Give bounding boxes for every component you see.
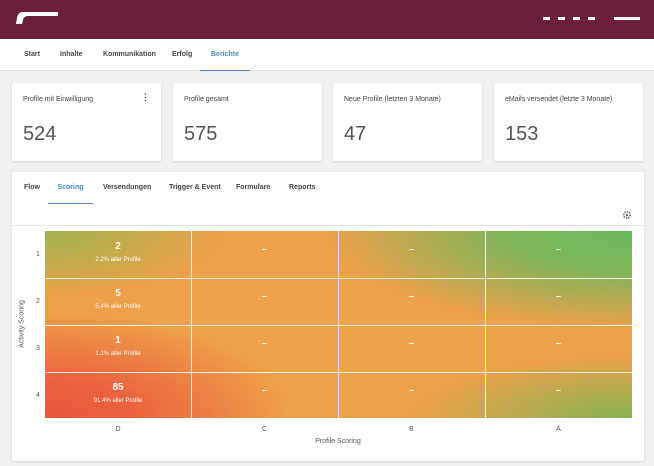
heatmap-cell-empty: – bbox=[555, 338, 561, 348]
heatmap-gridline bbox=[191, 231, 192, 418]
heatmap-cell-3-b[interactable]: – bbox=[338, 325, 485, 372]
tab-flow[interactable]: Flow bbox=[24, 184, 40, 191]
heatmap-cell-empty: – bbox=[408, 291, 414, 301]
report-tabs: Flow Scoring Versendungen Trigger & Even… bbox=[12, 172, 644, 204]
heatmap-cell-3-a[interactable]: – bbox=[485, 325, 632, 372]
kpi-value: 153 bbox=[505, 123, 539, 145]
tab-formulare[interactable]: Formulare bbox=[236, 184, 271, 191]
kpi-label: Profile gesamt bbox=[184, 96, 229, 103]
nav-inhalte[interactable]: Inhalte bbox=[60, 51, 83, 58]
header-dash-4 bbox=[588, 17, 595, 20]
heatmap-cell-percentage: 5.4% aller Profile bbox=[95, 304, 141, 310]
heatmap-cell-empty: – bbox=[261, 385, 267, 395]
tab-versendungen[interactable]: Versendungen bbox=[103, 184, 152, 191]
x-tick-label: B bbox=[409, 426, 414, 433]
nav-start[interactable]: Start bbox=[24, 51, 40, 58]
heatmap-cell-1-d[interactable]: 2 2.2% aller Profile bbox=[45, 231, 191, 278]
x-tick-label: D bbox=[115, 426, 121, 433]
y-axis-label: Activity Scoring bbox=[18, 300, 26, 348]
heatmap-cell-count: 2 bbox=[115, 241, 121, 252]
x-tick-label: A bbox=[556, 426, 561, 433]
heatmap-cell-empty: – bbox=[408, 338, 414, 348]
header-dash-2 bbox=[558, 17, 565, 20]
tab-trigger-event[interactable]: Trigger & Event bbox=[169, 184, 221, 191]
heatmap-cell-4-d[interactable]: 85 91.4% aller Profile bbox=[45, 372, 191, 419]
kpi-card-profile-gesamt: Profile gesamt 575 bbox=[173, 83, 322, 161]
heatmap-cell-1-b[interactable]: – bbox=[338, 231, 485, 278]
hamburger-icon[interactable] bbox=[614, 17, 640, 20]
heatmap-gridline bbox=[45, 325, 632, 326]
heatmap-cell-3-c[interactable]: – bbox=[191, 325, 338, 372]
heatmap-cell-3-d[interactable]: 1 1.1% aller Profile bbox=[45, 325, 191, 372]
heatmap-cell-percentage: 2.2% aller Profile bbox=[95, 257, 141, 263]
heatmap-cell-empty: – bbox=[408, 385, 414, 395]
heatmap-cell-empty: – bbox=[555, 385, 561, 395]
heatmap-cell-1-a[interactable]: – bbox=[485, 231, 632, 278]
kpi-card-emails-versendet: eMails versendet (letzte 3 Monate) 153 bbox=[494, 83, 643, 161]
heatmap-gridline bbox=[45, 372, 632, 373]
heatmap-cell-2-a[interactable]: – bbox=[485, 278, 632, 325]
heatmap-cell-2-d[interactable]: 5 5.4% aller Profile bbox=[45, 278, 191, 325]
y-tick-label: 2 bbox=[36, 298, 40, 305]
tabs-divider bbox=[12, 225, 644, 226]
more-vertical-icon[interactable]: ⋮ bbox=[141, 92, 150, 102]
heatmap-cell-percentage: 91.4% aller Profile bbox=[93, 398, 143, 404]
heatmap-cell-count: 1 bbox=[115, 335, 121, 346]
y-tick-label: 4 bbox=[36, 392, 40, 399]
heatmap-cell-empty: – bbox=[555, 291, 561, 301]
heatmap-cell-count: 5 bbox=[115, 288, 121, 299]
main-navigation: Start Inhalte Kommunikation Erfolg Beric… bbox=[0, 39, 654, 71]
nav-kommunikation[interactable]: Kommunikation bbox=[103, 51, 156, 58]
heatmap-cell-4-a[interactable]: – bbox=[485, 372, 632, 419]
header-dash-3 bbox=[573, 17, 580, 20]
scoring-heatmap: 2 2.2% aller Profile – – – 5 5.4% aller Profil… bbox=[45, 231, 632, 418]
heatmap-cell-percentage: 1.1% aller Profile bbox=[95, 351, 141, 357]
kpi-label: Profile mit Einwilligung bbox=[23, 96, 94, 103]
kpi-value: 47 bbox=[344, 123, 367, 145]
tab-reports[interactable]: Reports bbox=[289, 184, 316, 191]
heatmap-cell-empty: – bbox=[261, 338, 267, 348]
kpi-value: 575 bbox=[184, 123, 218, 145]
nav-erfolg[interactable]: Erfolg bbox=[172, 51, 193, 58]
reports-panel: Flow Scoring Versendungen Trigger & Even… bbox=[12, 172, 644, 461]
gear-icon[interactable] bbox=[622, 210, 632, 220]
kpi-value: 524 bbox=[23, 123, 57, 145]
kpi-card-neue-profile: Neue Profile (letzten 3 Monate) 47 bbox=[333, 83, 482, 161]
header-dash-1 bbox=[543, 17, 550, 20]
x-tick-label: C bbox=[261, 426, 268, 433]
heatmap-cell-empty: – bbox=[261, 291, 267, 301]
heatmap-gridline bbox=[338, 231, 339, 418]
kpi-label: eMails versendet (letzte 3 Monate) bbox=[505, 96, 613, 103]
heatmap-cell-empty: – bbox=[408, 244, 414, 254]
heatmap-cell-2-b[interactable]: – bbox=[338, 278, 485, 325]
y-tick-label: 3 bbox=[36, 345, 40, 352]
heatmap-gridline bbox=[45, 278, 632, 279]
kpi-label: Neue Profile (letzten 3 Monate) bbox=[344, 96, 441, 103]
app-header bbox=[0, 0, 654, 39]
heatmap-cell-empty: – bbox=[261, 244, 267, 254]
kpi-card-einwilligung: Profile mit Einwilligung ⋮ 524 bbox=[12, 83, 161, 161]
y-tick-label: 1 bbox=[36, 251, 40, 258]
heatmap-cell-empty: – bbox=[555, 244, 561, 254]
heatmap-cell-2-c[interactable]: – bbox=[191, 278, 338, 325]
nav-berichte[interactable]: Berichte bbox=[200, 39, 251, 71]
heatmap-cell-4-c[interactable]: – bbox=[191, 372, 338, 419]
heatmap-cell-count: 85 bbox=[112, 382, 124, 393]
x-axis-label: Profile Scoring bbox=[315, 438, 361, 445]
heatmap-cell-1-c[interactable]: – bbox=[191, 231, 338, 278]
brand-logo[interactable] bbox=[14, 10, 60, 26]
heatmap-cell-4-b[interactable]: – bbox=[338, 372, 485, 419]
tab-scoring[interactable]: Scoring bbox=[48, 172, 93, 204]
heatmap-gridline bbox=[485, 231, 486, 418]
